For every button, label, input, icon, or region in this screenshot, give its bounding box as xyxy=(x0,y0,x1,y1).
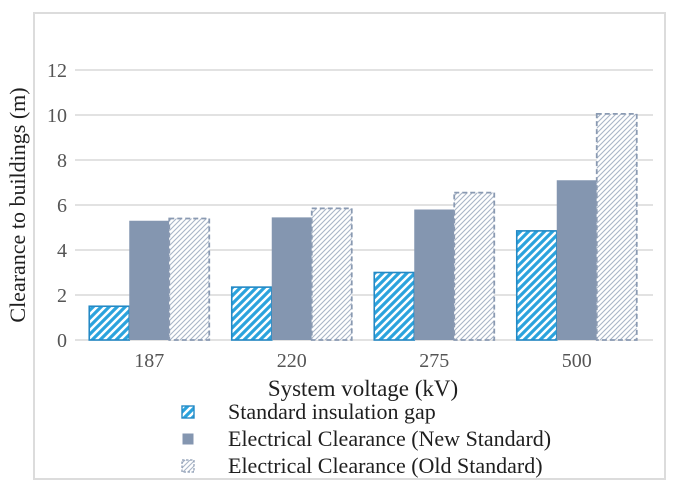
y-tick-label: 10 xyxy=(47,105,67,127)
legend-marker-new-standard xyxy=(182,433,194,444)
y-tick-label: 8 xyxy=(57,150,67,172)
legend: Standard insulation gap Electrical Clear… xyxy=(181,398,551,479)
x-tick-label: 220 xyxy=(277,350,307,372)
bar-solid xyxy=(271,217,312,340)
bar-hatch-blue xyxy=(515,230,558,341)
legend-item: Electrical Clearance (New Standard) xyxy=(181,425,551,452)
legend-marker-old-standard xyxy=(181,458,195,473)
bar-solid xyxy=(556,180,597,340)
bar-solid xyxy=(129,220,170,340)
legend-label: Standard insulation gap xyxy=(228,398,436,424)
y-tick-label: 4 xyxy=(57,240,67,262)
bar-solid xyxy=(414,209,455,340)
legend-label: Electrical Clearance (New Standard) xyxy=(228,425,552,451)
bar-hatch-gray-dashed xyxy=(595,112,638,341)
x-tick-label: 275 xyxy=(419,350,449,372)
bar-hatch-gray-dashed xyxy=(168,217,211,341)
y-tick-label: 12 xyxy=(47,60,67,82)
legend-marker-standard-insulation-gap xyxy=(181,404,195,419)
y-tick-label: 2 xyxy=(57,285,67,307)
legend-item: Standard insulation gap xyxy=(181,398,551,425)
y-tick-label: 0 xyxy=(57,330,67,352)
bar-hatch-blue xyxy=(373,271,416,341)
bar-hatch-blue xyxy=(88,305,131,341)
bar-hatch-gray-dashed xyxy=(453,191,496,341)
legend-item: Electrical Clearance (Old Standard) xyxy=(181,452,551,479)
bar-hatch-blue xyxy=(230,286,273,341)
x-tick-label: 500 xyxy=(562,350,592,372)
x-tick-label: 187 xyxy=(134,350,164,372)
legend-label: Electrical Clearance (Old Standard) xyxy=(228,452,543,478)
y-tick-label: 6 xyxy=(57,195,67,217)
figure-border xyxy=(33,12,666,480)
bar-chart: 0 2 4 6 8 10 12 187 220 275 500 xyxy=(47,60,653,372)
bar-hatch-gray-dashed xyxy=(310,207,353,341)
x-axis-title: System voltage (kV) xyxy=(267,376,459,401)
